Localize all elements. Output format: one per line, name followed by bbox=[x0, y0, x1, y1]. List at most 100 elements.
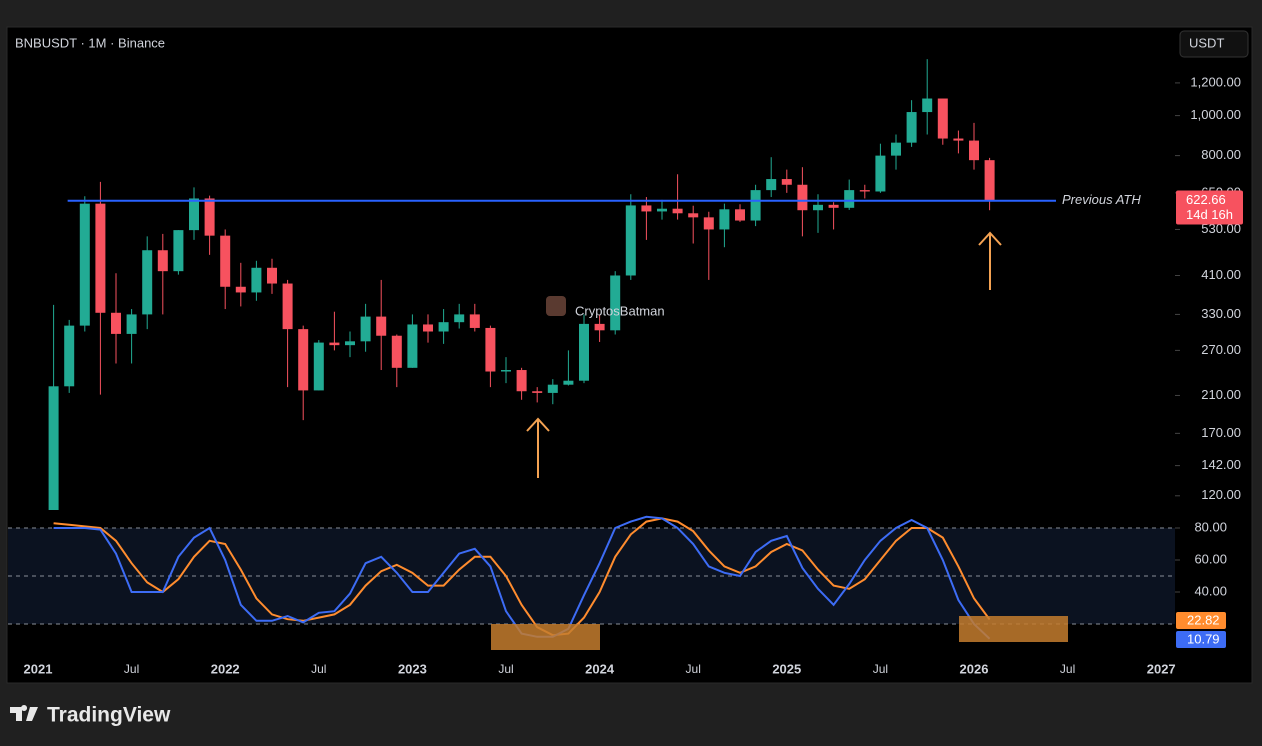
value-tag-label: 22.82 bbox=[1187, 612, 1220, 627]
y-tick-label: 60.00 bbox=[1194, 551, 1227, 566]
x-tick-label: 2022 bbox=[211, 661, 240, 676]
arrow bbox=[526, 231, 1002, 478]
candle-body bbox=[813, 204, 823, 211]
candle-body bbox=[828, 204, 839, 208]
candle-body bbox=[220, 235, 231, 287]
y-tick-label: 270.00 bbox=[1201, 342, 1241, 357]
x-tick-label: 2024 bbox=[585, 661, 615, 676]
currency-button[interactable] bbox=[1179, 30, 1249, 58]
candle-body bbox=[844, 190, 855, 208]
x-tick-label: 2021 bbox=[24, 661, 53, 676]
highlight-box bbox=[959, 616, 1068, 642]
candle-body bbox=[563, 380, 574, 385]
y-tick-label: 1,200.00 bbox=[1190, 74, 1241, 89]
candle-body bbox=[189, 198, 199, 231]
candle-body bbox=[735, 209, 745, 221]
y-tick-label: 40.00 bbox=[1194, 583, 1227, 598]
y-tick-label: 410.00 bbox=[1201, 267, 1241, 282]
candle-body bbox=[703, 217, 714, 230]
x-tick-label: 2027 bbox=[1147, 661, 1176, 676]
candle-body bbox=[875, 155, 886, 192]
x-tick-label: 2023 bbox=[398, 661, 427, 676]
y-tick-label: 530.00 bbox=[1201, 221, 1241, 236]
candle-body bbox=[547, 384, 558, 393]
candle-body bbox=[391, 335, 402, 368]
candle-body bbox=[579, 323, 589, 381]
value-tag bbox=[1176, 631, 1226, 648]
x-tick-label: Jul bbox=[1060, 662, 1075, 676]
currency-label[interactable]: USDT bbox=[1189, 35, 1224, 50]
price-tag-countdown: 14d 16h bbox=[1186, 207, 1233, 222]
candle-body bbox=[859, 190, 870, 192]
x-tick-label: Jul bbox=[124, 662, 139, 676]
y-tick-label: 210.00 bbox=[1201, 387, 1241, 402]
candle-body bbox=[657, 208, 667, 212]
price-pane bbox=[48, 59, 1056, 510]
candle-body bbox=[298, 329, 309, 391]
x-tick-label: Jul bbox=[686, 662, 701, 676]
candle-body bbox=[282, 283, 293, 330]
axes: 1,200.001,000.00800.00650.00530.00410.00… bbox=[24, 74, 1241, 676]
candle-body bbox=[251, 267, 262, 293]
x-tick-label: Jul bbox=[311, 662, 326, 676]
price-tag-value: 622.66 bbox=[1186, 192, 1226, 207]
watermark: CryptosBatman bbox=[546, 296, 665, 318]
candle-body bbox=[126, 314, 137, 334]
candle-body bbox=[969, 140, 979, 161]
candle-body bbox=[906, 112, 917, 143]
candle-body bbox=[345, 341, 355, 346]
candle-body bbox=[610, 275, 621, 331]
candle-body bbox=[438, 322, 449, 332]
candle-body bbox=[111, 312, 121, 334]
candle-body bbox=[423, 324, 433, 332]
candle-body bbox=[750, 190, 761, 221]
candle-body bbox=[79, 203, 90, 326]
candle-body bbox=[95, 203, 106, 313]
chart-title: BNBUSDT · 1M · Binance bbox=[15, 35, 165, 50]
stoch-line bbox=[53, 517, 991, 637]
candle-body bbox=[891, 142, 901, 156]
brand-logo: TradingView bbox=[10, 704, 171, 727]
candle-body bbox=[688, 213, 699, 218]
candle-body bbox=[469, 314, 480, 328]
candle-body bbox=[48, 386, 59, 510]
y-tick-label: 330.00 bbox=[1201, 306, 1241, 321]
candle-body bbox=[719, 209, 730, 230]
candle-body bbox=[532, 391, 543, 393]
candle-body bbox=[64, 325, 75, 387]
highlight-box bbox=[491, 624, 600, 650]
candle-body bbox=[953, 138, 964, 141]
x-tick-label: Jul bbox=[873, 662, 888, 676]
candle-body bbox=[501, 370, 511, 372]
candle-body bbox=[204, 198, 215, 236]
x-tick-label: Jul bbox=[498, 662, 513, 676]
candle-body bbox=[157, 250, 168, 272]
candle-body bbox=[984, 160, 995, 201]
candle-body bbox=[142, 250, 153, 315]
candle-body bbox=[376, 316, 387, 336]
y-tick-label: 120.00 bbox=[1201, 487, 1241, 502]
watermark-text: CryptosBatman bbox=[575, 303, 665, 318]
candle-body bbox=[173, 230, 184, 272]
y-tick-label: 142.00 bbox=[1201, 457, 1241, 472]
candle-body bbox=[267, 267, 277, 284]
ath-label: Previous ATH bbox=[1062, 192, 1141, 207]
candle-body bbox=[766, 179, 777, 191]
value-tag-label: 10.79 bbox=[1187, 631, 1220, 646]
candle-body bbox=[407, 324, 418, 368]
candle-body bbox=[672, 208, 683, 214]
candle-body bbox=[313, 342, 324, 391]
band-fill bbox=[8, 528, 1175, 624]
candle-body bbox=[641, 205, 652, 212]
y-tick-label: 170.00 bbox=[1201, 425, 1241, 440]
y-tick-label: 800.00 bbox=[1201, 147, 1241, 162]
candle-body bbox=[360, 316, 371, 342]
candle-body bbox=[594, 323, 605, 331]
y-tick-label: 80.00 bbox=[1194, 519, 1227, 534]
x-tick-label: 2026 bbox=[960, 661, 989, 676]
candle-body bbox=[797, 184, 808, 211]
candle-body bbox=[625, 205, 636, 276]
candle-body bbox=[937, 98, 948, 139]
candle-body bbox=[516, 370, 527, 392]
